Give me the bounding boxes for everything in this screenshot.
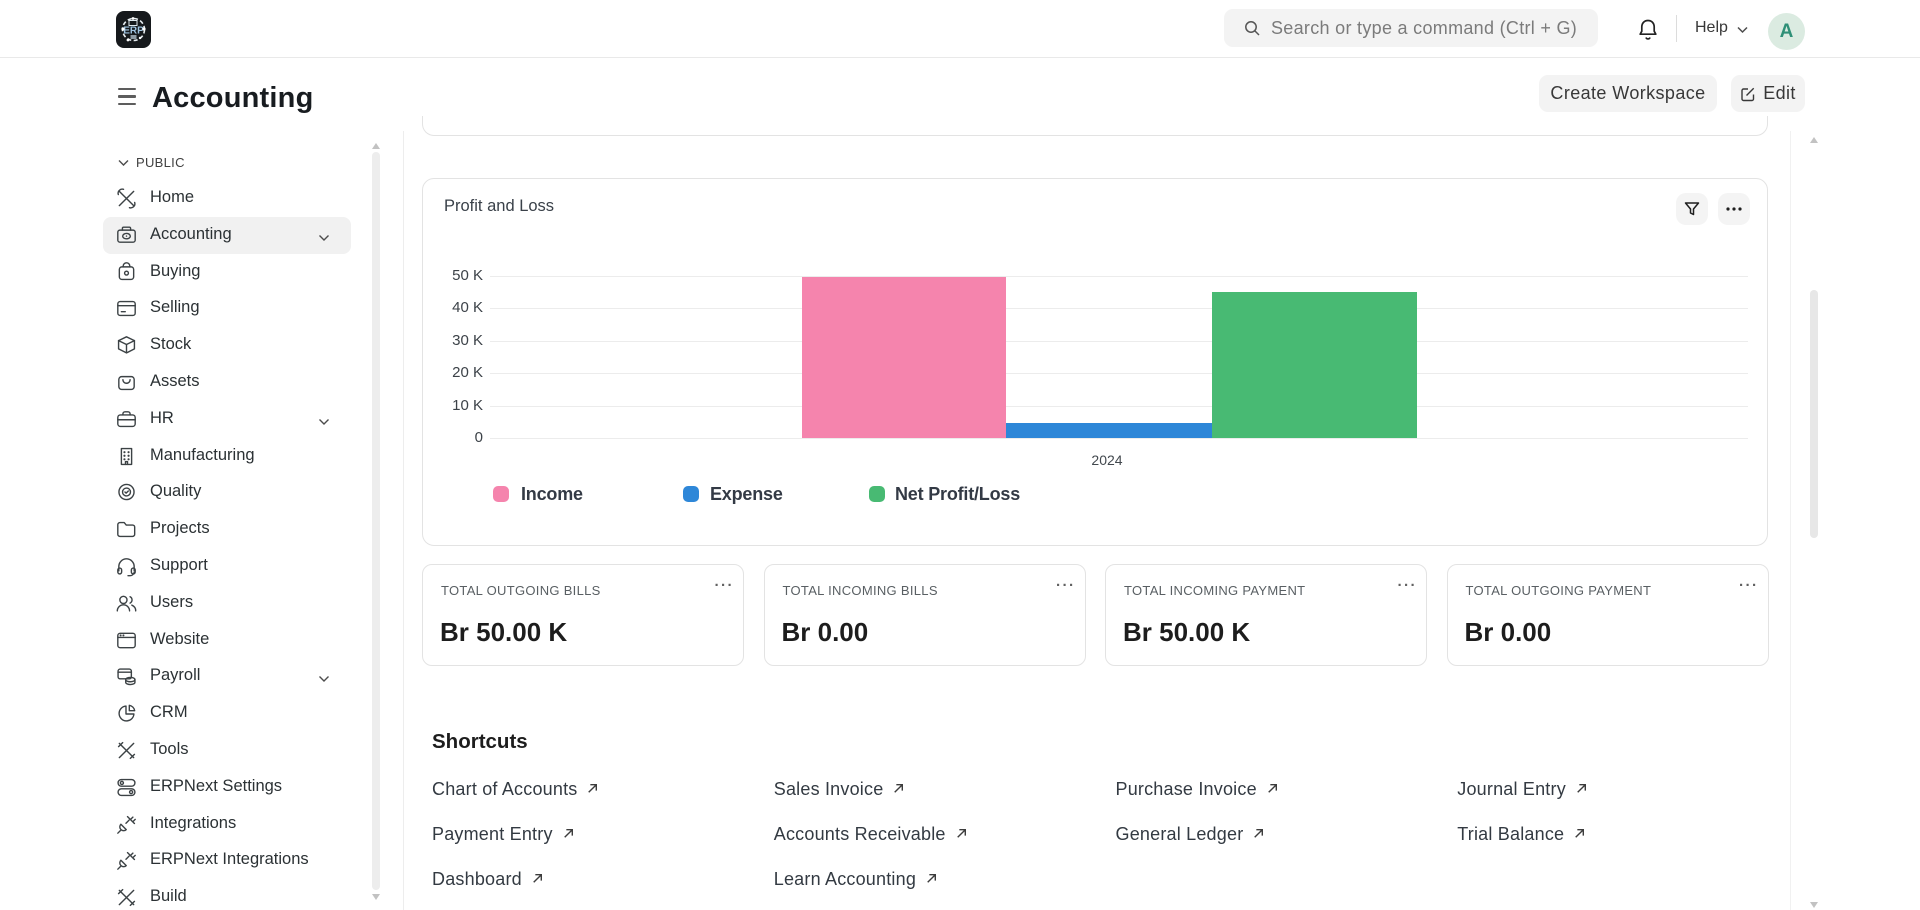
svg-text:ERP: ERP (123, 26, 144, 37)
